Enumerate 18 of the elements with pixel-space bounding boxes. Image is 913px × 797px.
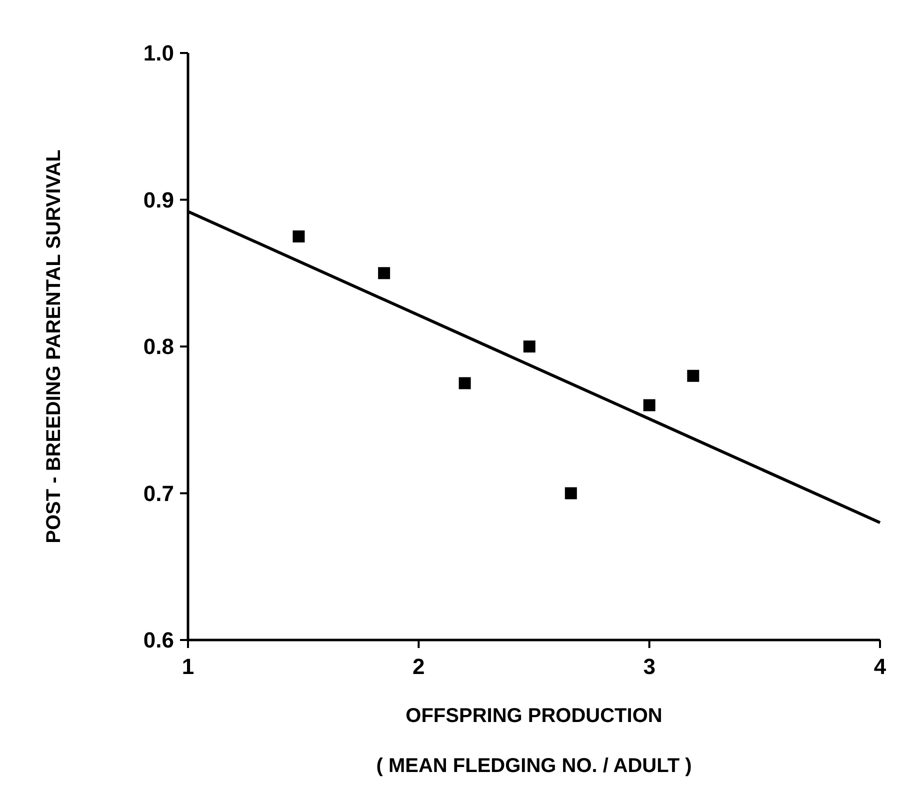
text: OFFSPRING PRODUCTION ( MEAN FLEDGING NO. / ADULT ) [376,705,692,777]
x-tick-label: 3 [643,654,656,679]
point [643,399,656,412]
x-tick-label: 2 [412,654,425,679]
y-tick-label: 1.0 [143,40,174,66]
y-tick-label: 0.9 [143,187,174,212]
x-tick-label: 1 [182,654,194,679]
y-tick-label: 0.7 [143,480,174,506]
y-axis-title: POST - BREEDING PARENTAL SURVIVAL [43,150,65,544]
point [292,230,305,242]
point [523,340,536,352]
point [458,377,471,390]
point [564,487,577,500]
y-tick-label: 0.6 [143,628,174,653]
point [378,267,390,280]
point [687,370,700,382]
y-tick-label: 0.8 [143,334,174,360]
x-tick-label: 4 [874,654,887,679]
